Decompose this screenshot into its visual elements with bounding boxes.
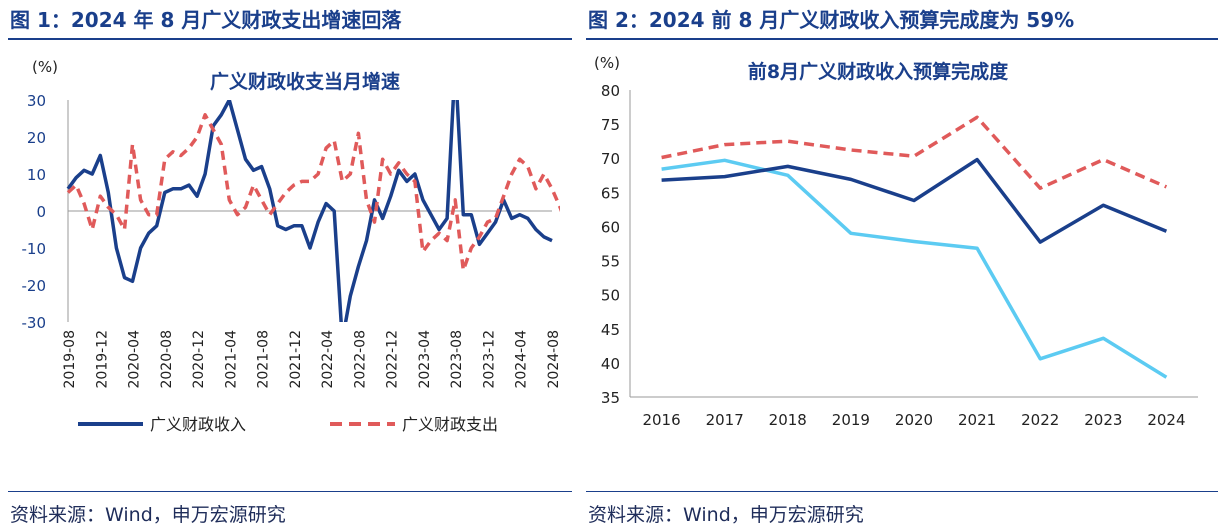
x-tick-label: 2023-08	[449, 330, 465, 389]
figure-2-title: 图 2：2024 前 8 月广义财政收入预算完成度为 59%	[588, 8, 1075, 32]
broad-fiscal-line	[661, 157, 1168, 244]
revenue-line	[66, 100, 553, 322]
y-tick-label: -30	[22, 314, 47, 332]
expenditure-series	[66, 113, 560, 272]
chart-2-title: 前8月广义财政收入预算完成度	[748, 60, 1009, 83]
y-tick-label: -10	[22, 240, 47, 258]
x-tick-label: 2023-04	[417, 330, 433, 389]
x-tick-label: 2022-08	[352, 330, 368, 389]
x-tick-label: 2022	[1021, 411, 1059, 429]
x-tick-label: 2019	[832, 411, 870, 429]
x-tick-label: 2019-12	[94, 330, 110, 389]
chart-1-title: 广义财政收支当月增速	[210, 70, 400, 93]
expenditure-line	[66, 113, 560, 272]
y-unit-label: (%)	[594, 54, 620, 72]
x-tick-label: 2024-04	[514, 330, 530, 389]
y-unit-label: (%)	[32, 58, 58, 76]
figure-1-source-rule	[8, 491, 572, 492]
y-tick-label: 45	[601, 321, 620, 339]
x-tick-label: 2020-04	[127, 330, 143, 389]
figure-2-panel: 图 2：2024 前 8 月广义财政收入预算完成度为 59% (%) 前8月广义财…	[578, 0, 1218, 531]
x-tick-label: 2019-08	[62, 330, 78, 389]
y-tick-label: 55	[601, 253, 620, 271]
x-tick-label: 2020-08	[159, 330, 175, 389]
y-tick-label: 30	[27, 92, 46, 110]
y-tick-label: 60	[601, 218, 620, 236]
figure-2-source-rule	[586, 491, 1218, 492]
x-tick-label: 2023	[1084, 411, 1122, 429]
general-budget-line	[661, 115, 1168, 190]
y-tick-label: 75	[601, 116, 620, 134]
x-tick-label: 2018	[769, 411, 807, 429]
x-tick-label: 2024-08	[546, 330, 562, 389]
gov-fund-line	[661, 158, 1168, 379]
x-tick-label: 2022-04	[320, 330, 336, 389]
y-tick-label: 35	[601, 389, 620, 407]
figure-1-title: 图 1：2024 年 8 月广义财政支出增速回落	[10, 8, 402, 32]
revenue-series	[66, 100, 553, 322]
y-tick-label: 40	[601, 355, 620, 373]
legend-label: 广义财政支出	[402, 415, 498, 434]
x-tick-label: 2021	[958, 411, 996, 429]
figure-2-source: 资料来源：Wind，申万宏源研究	[588, 504, 864, 526]
figure-1-source: 资料来源：Wind，申万宏源研究	[10, 504, 286, 526]
y-tick-label: 65	[601, 184, 620, 202]
y-tick-label: 20	[27, 129, 46, 147]
x-tick-label: 2020	[895, 411, 933, 429]
y-tick-label: 0	[36, 203, 46, 221]
x-tick-label: 2021-08	[256, 330, 272, 389]
x-tick-label: 2016	[642, 411, 680, 429]
y-tick-label: 50	[601, 287, 620, 305]
figure-2-chart: (%) 前8月广义财政收入预算完成度 35 40 45 50 55 60 65 70 75 80 201…	[594, 54, 1198, 429]
figure-1-panel: 图 1：2024 年 8 月广义财政支出增速回落 (%) 广义财政收支当月增速 -3…	[0, 0, 572, 531]
x-tick-label: 2017	[706, 411, 744, 429]
x-tick-label: 2020-12	[191, 330, 207, 389]
figure-2-title-rule	[586, 38, 1218, 40]
x-tick-label: 2023-12	[481, 330, 497, 389]
x-tick-label: 2024	[1147, 411, 1185, 429]
figure-1-title-rule	[8, 38, 572, 40]
x-tick-label: 2022-12	[385, 330, 401, 389]
y-tick-label: 10	[27, 166, 46, 184]
y-tick-label: -20	[22, 277, 47, 295]
x-tick-label: 2021-12	[288, 330, 304, 389]
y-tick-label: 80	[601, 82, 620, 100]
figure-1-chart: (%) 广义财政收支当月增速 -30 -20 -10 0 10 20 30 2019-08 2019…	[22, 58, 563, 434]
legend-label: 广义财政收入	[150, 415, 246, 434]
x-tick-label: 2021-04	[223, 330, 239, 389]
y-tick-label: 70	[601, 150, 620, 168]
